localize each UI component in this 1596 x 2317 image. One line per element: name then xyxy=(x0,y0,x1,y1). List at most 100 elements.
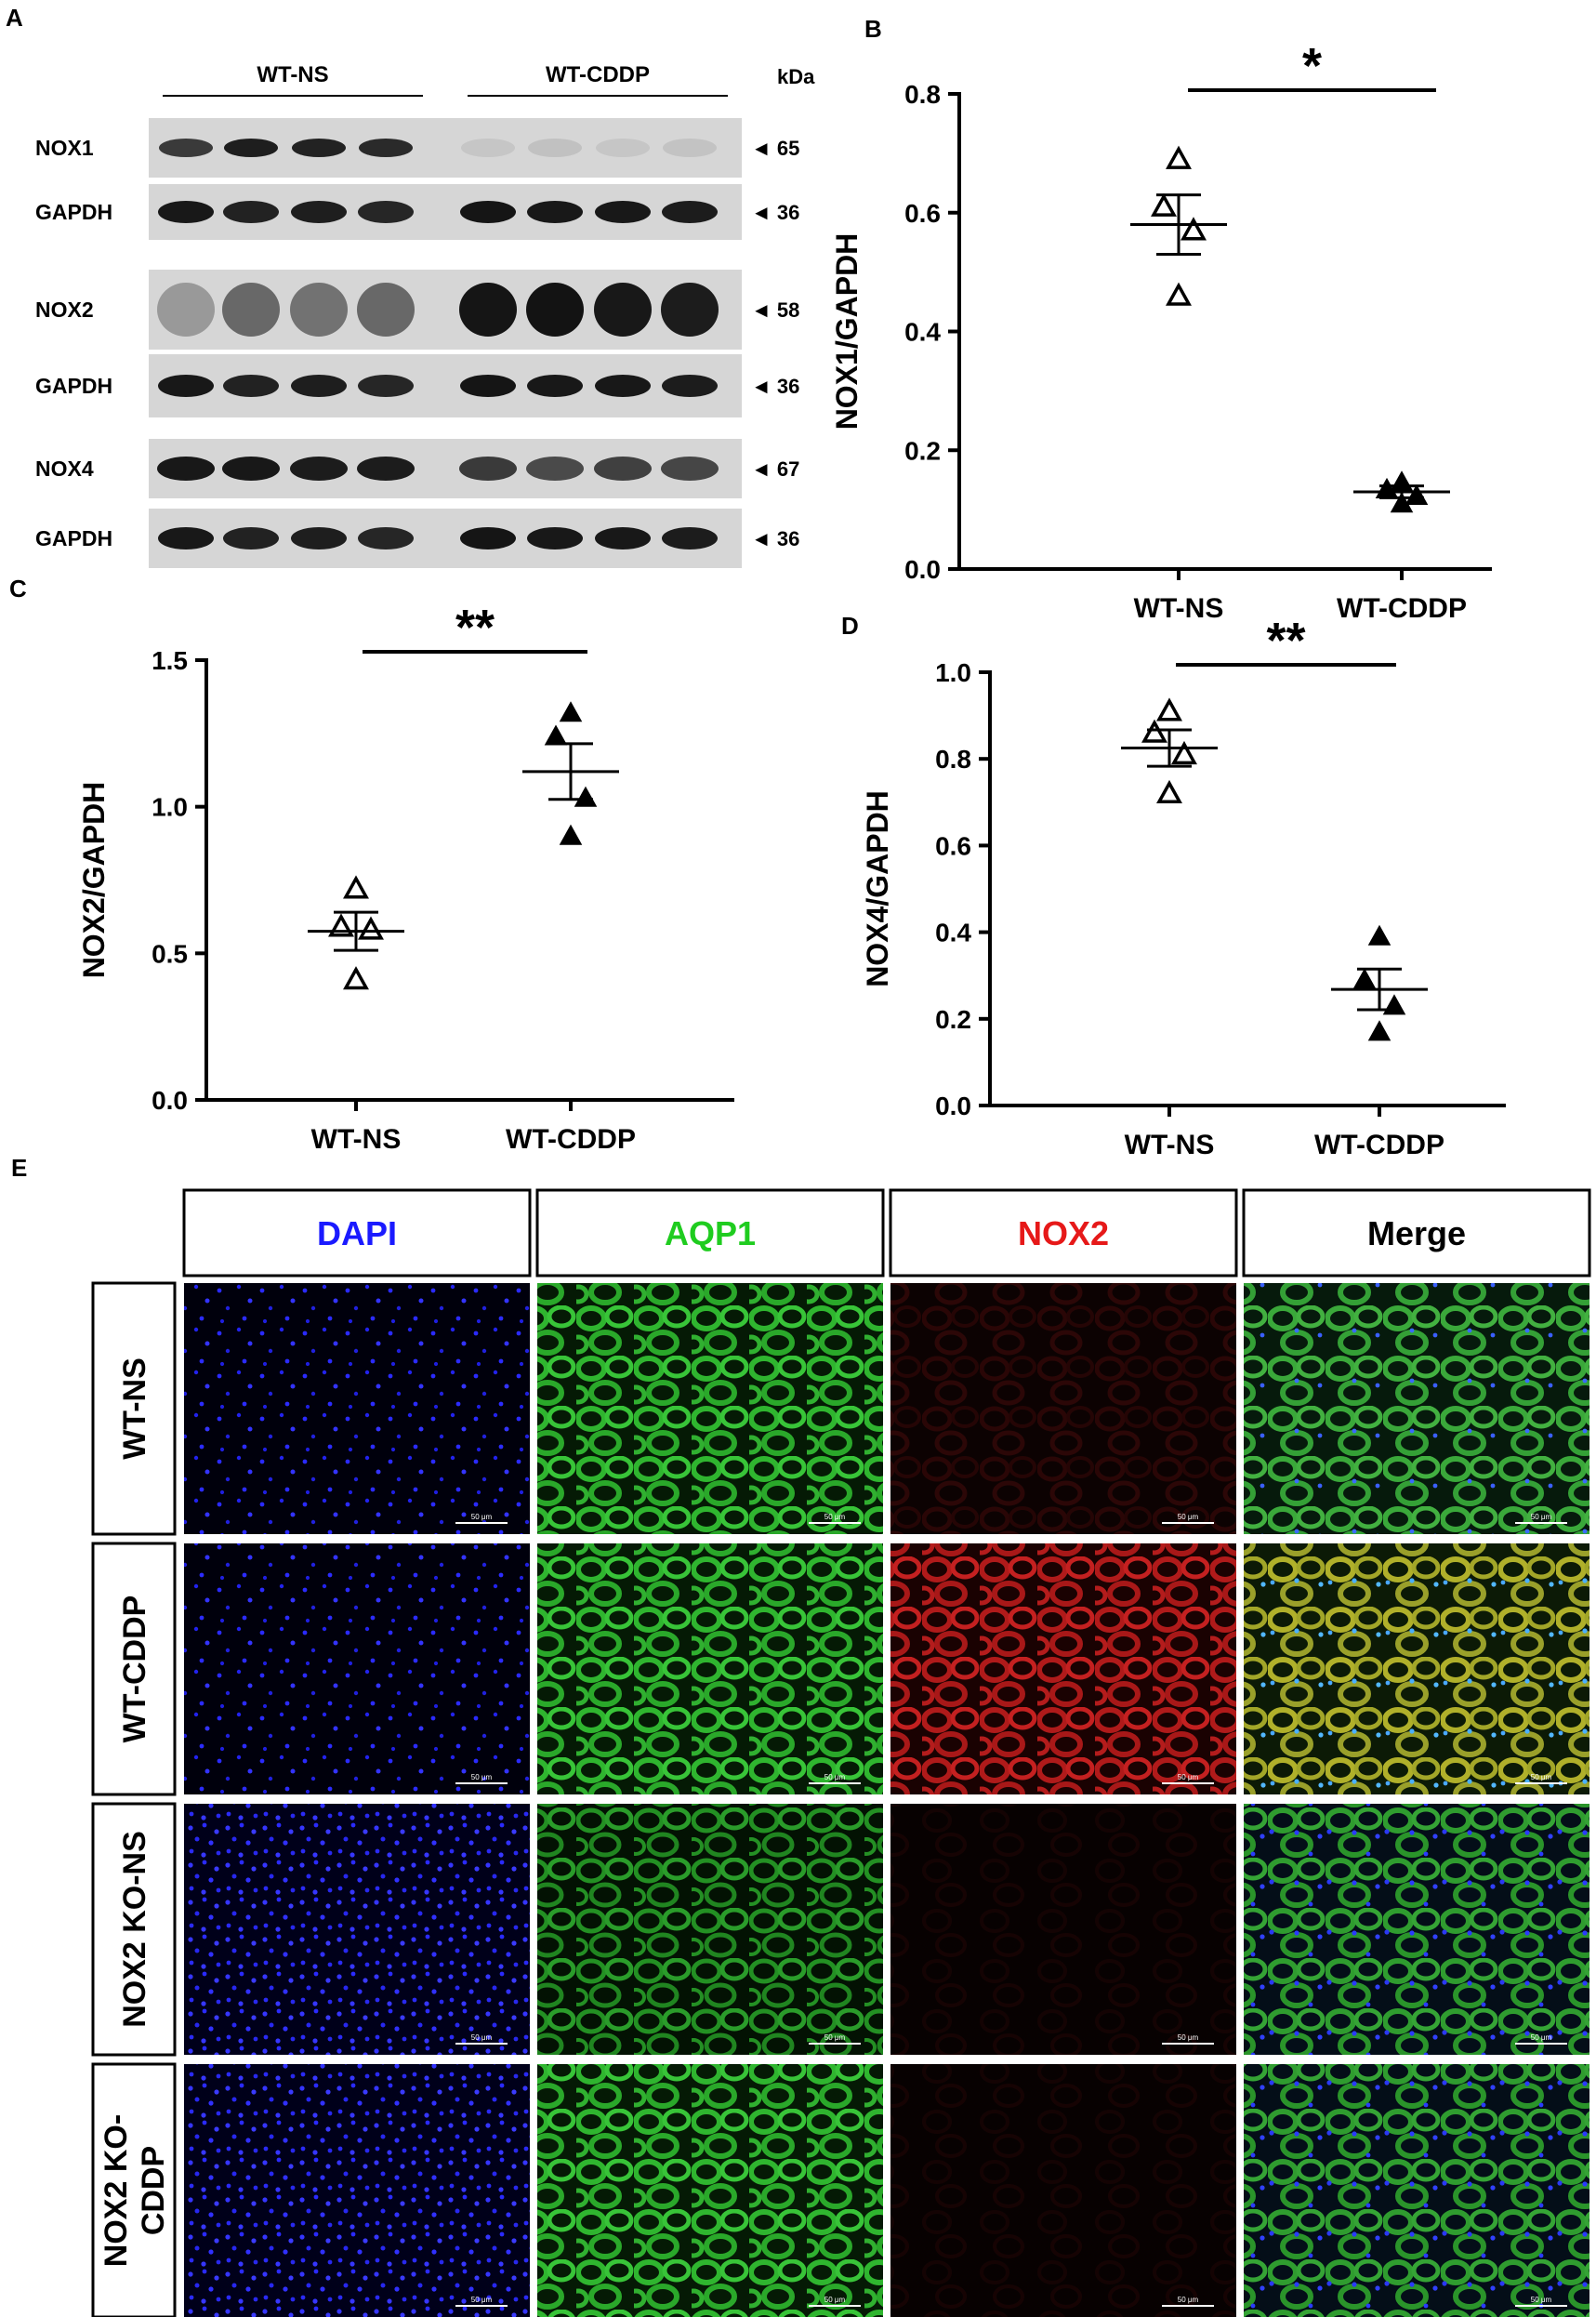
data-point-filled-triangle xyxy=(574,786,598,807)
significance-mark: * xyxy=(1302,38,1322,94)
data-point-filled-triangle xyxy=(1390,492,1414,513)
significance-mark: ** xyxy=(1266,613,1305,669)
blot-group-wt-cddp: WT-CDDP xyxy=(546,62,650,87)
blot-row-label: NOX4 xyxy=(35,457,94,481)
data-point-open-triangle xyxy=(343,966,369,990)
y-tick-label: 1.0 xyxy=(152,793,188,822)
micrograph-image xyxy=(890,2064,1236,2317)
data-point-open-triangle xyxy=(1166,282,1192,306)
scale-bar-label: 50 μm xyxy=(1178,1513,1199,1521)
x-tick-label: WT-NS xyxy=(1134,593,1224,624)
scale-bar-label: 50 μm xyxy=(1531,2033,1552,2042)
column-header-box xyxy=(535,1188,885,1278)
y-tick-label: 0.0 xyxy=(152,1086,188,1115)
blot-band xyxy=(663,139,717,157)
row-label-box xyxy=(91,1281,177,1536)
micrograph-kocddp-aqp1: 50 μm xyxy=(537,2064,883,2317)
blot-kda-marker: ◄ 65 xyxy=(751,137,799,160)
panel-label-e: E xyxy=(11,1154,27,1182)
y-tick-label: 0.8 xyxy=(904,80,941,109)
scale-bar-label: 50 μm xyxy=(824,1773,846,1781)
scale-bar-label: 50 μm xyxy=(1178,2296,1199,2304)
series-wt-ns xyxy=(1130,145,1227,306)
blot-band xyxy=(359,139,413,157)
blot-band xyxy=(222,283,280,337)
blot-row-label: GAPDH xyxy=(35,526,112,550)
column-header-label: DAPI xyxy=(317,1214,397,1252)
blot-kda-marker: ◄ 36 xyxy=(751,527,799,550)
data-point-filled-triangle xyxy=(1352,968,1377,989)
blot-band xyxy=(223,527,279,549)
blot-band xyxy=(662,527,718,549)
blot-kda-marker: ◄ 36 xyxy=(751,201,799,224)
panel-label-c: C xyxy=(9,575,27,602)
micrograph-kons-aqp1: 50 μm xyxy=(537,1804,883,2055)
blot-strip-nox1-0: NOX1 ◄ 65 xyxy=(35,118,799,178)
data-point-open-triangle xyxy=(1166,145,1192,169)
blot-band xyxy=(526,283,584,337)
blot-band xyxy=(223,201,279,223)
data-point-filled-triangle xyxy=(1405,483,1429,505)
row-label-box xyxy=(91,2062,177,2317)
blot-band xyxy=(527,375,583,397)
micrograph-wtcddp-aqp1: 50 μm xyxy=(537,1543,883,1794)
data-point-filled-triangle xyxy=(544,724,568,746)
micrograph-wtns-merge: 50 μm xyxy=(1244,1283,1589,1534)
blot-band xyxy=(528,139,582,157)
blot-band xyxy=(662,201,718,223)
blot-strip-gapdh-5: GAPDH ◄ 36 xyxy=(35,509,799,568)
significance-mark: ** xyxy=(455,600,495,655)
micrograph-wtns-aqp1: 50 μm xyxy=(537,1283,883,1534)
series-wt-cddp xyxy=(1331,924,1428,1041)
blot-kda-marker: ◄ 67 xyxy=(751,457,799,481)
blot-band xyxy=(357,283,415,337)
blot-band xyxy=(661,283,719,337)
x-tick-label: WT-CDDP xyxy=(1337,593,1467,624)
panel-label-a: A xyxy=(6,4,23,32)
blot-band xyxy=(459,457,517,481)
column-header-label: NOX2 xyxy=(1018,1214,1109,1252)
micrograph-wtns-nox2: 50 μm xyxy=(890,1283,1236,1534)
micrograph-wtcddp-dapi: 50 μm xyxy=(184,1543,530,1794)
scale-bar-label: 50 μm xyxy=(471,2033,493,2042)
row-label: NOX2 KO-CDDP xyxy=(99,2114,171,2267)
scale-bar-label: 50 μm xyxy=(824,2033,846,2042)
data-point-open-triangle xyxy=(343,875,369,899)
micro-row-wtns: WT-NS 50 μm 50 μm 50 μm 50 μm xyxy=(91,1281,1589,1536)
row-label-line: WT-CDDP xyxy=(117,1595,152,1743)
blot-band xyxy=(527,201,583,223)
row-label-box xyxy=(91,1542,177,1796)
row-label-line: WT-NS xyxy=(117,1357,152,1460)
micrograph-wtcddp-merge: 50 μm xyxy=(1244,1543,1589,1794)
data-point-filled-triangle xyxy=(1382,994,1406,1015)
blot-band xyxy=(223,375,279,397)
blot-strip-nox2-2: NOX2 ◄ 58 xyxy=(35,270,799,350)
data-point-open-triangle xyxy=(358,916,384,940)
micrograph-image xyxy=(890,1283,1236,1534)
column-header-box xyxy=(1242,1188,1591,1278)
data-point-open-triangle xyxy=(1171,740,1197,765)
blot-band xyxy=(224,139,278,157)
blot-band xyxy=(594,283,652,337)
blot-strip-nox4-4: NOX4 ◄ 67 xyxy=(35,439,799,498)
column-header-box xyxy=(182,1188,532,1278)
micrograph-image xyxy=(537,1543,883,1794)
scale-bar-label: 50 μm xyxy=(1531,1773,1552,1781)
blot-row-label: NOX2 xyxy=(35,298,94,322)
column-header-dapi: DAPI xyxy=(182,1188,532,1278)
y-tick-label: 0.6 xyxy=(935,831,971,860)
micrograph-kocddp-dapi: 50 μm xyxy=(184,2064,530,2317)
series-wt-cddp xyxy=(522,701,619,845)
y-tick-label: 0.0 xyxy=(935,1092,971,1120)
row-label-line: NOX2 KO-NS xyxy=(117,1831,152,2028)
micro-row-wtcddp: WT-CDDP 50 μm 50 μm 50 μm 50 μm xyxy=(91,1542,1589,1796)
row-label-line: CDDP xyxy=(136,2146,171,2235)
blot-strips: NOX1 ◄ 65 GAPDH ◄ 36 NOX2 ◄ 58 GAPDH ◄ 36 NOX4 ◄ … xyxy=(35,118,799,568)
micrograph-kons-dapi: 50 μm xyxy=(184,1804,530,2055)
kda-header: kDa xyxy=(777,65,815,88)
y-tick-label: 0.2 xyxy=(904,436,941,465)
x-tick-label: WT-CDDP xyxy=(1314,1130,1444,1160)
blot-row-label: GAPDH xyxy=(35,374,112,398)
micrograph-image xyxy=(890,1804,1236,2055)
x-tick-label: WT-NS xyxy=(311,1124,402,1155)
